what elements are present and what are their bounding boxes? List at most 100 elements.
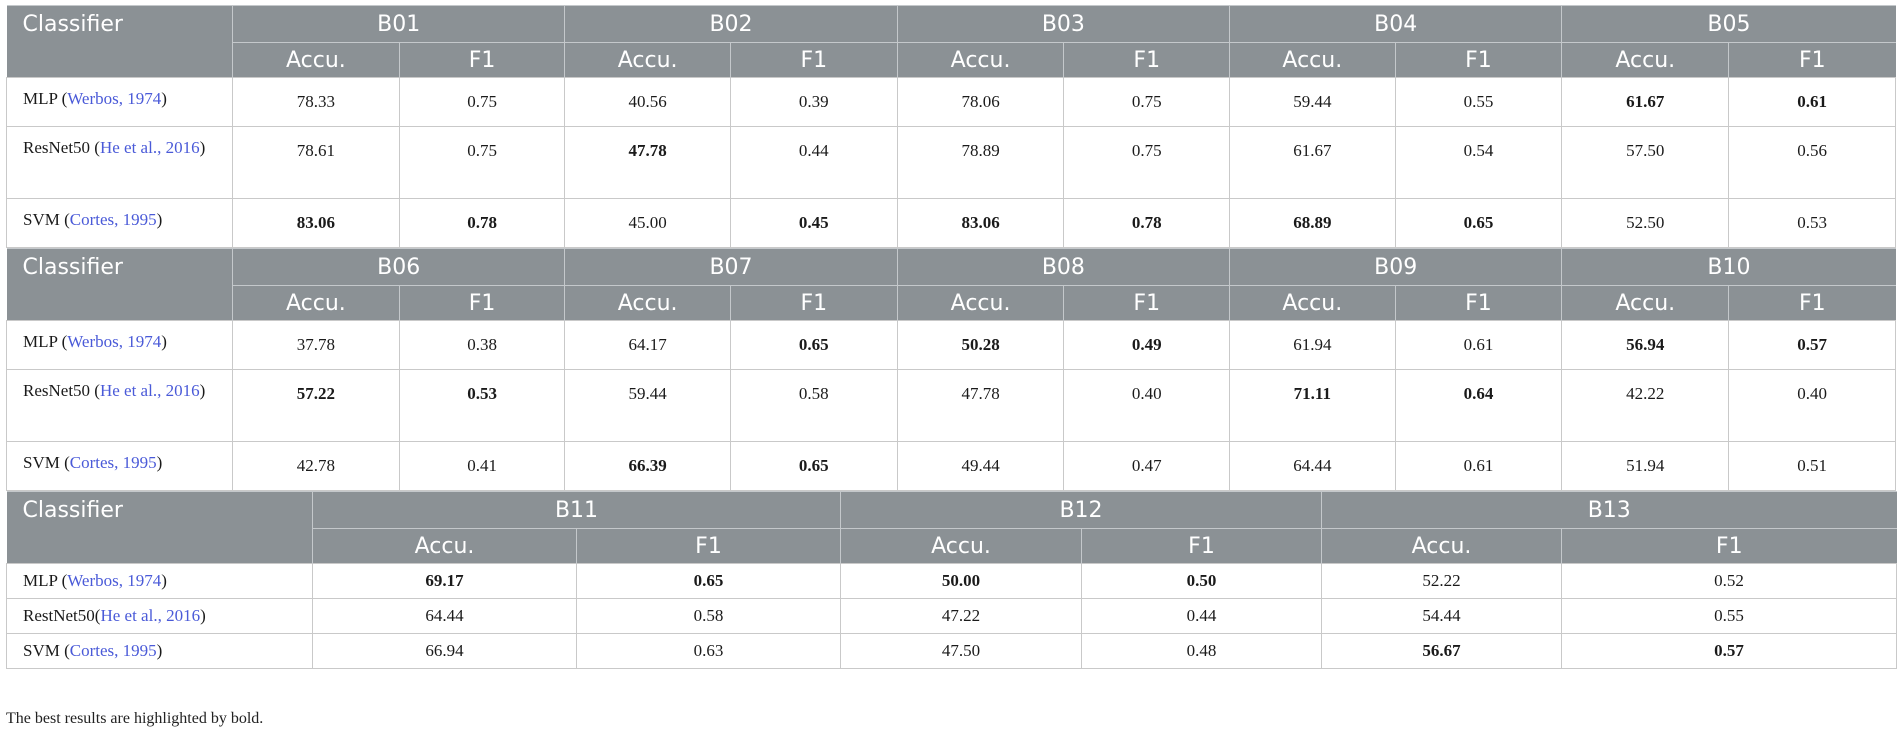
band-header: B13 — [1321, 491, 1897, 529]
citation-close-paren: ) — [156, 453, 163, 472]
citation-link[interactable]: Cortes, 1995 — [69, 640, 157, 660]
metric-header: Accu. — [840, 528, 1082, 564]
citation-link[interactable]: Cortes, 1995 — [69, 453, 157, 472]
citation-close-paren: ) — [161, 332, 167, 351]
classifier-header: Classifier — [6, 248, 233, 321]
citation-link[interactable]: Werbos, 1974 — [67, 570, 162, 590]
citation-close-paren: ) — [156, 640, 163, 660]
classifier-name: MLP — [23, 89, 62, 108]
f1-cell: 0.75 — [398, 77, 566, 127]
table-footnote: The best results are highlighted by bold… — [6, 710, 264, 727]
metric-header: F1 — [729, 285, 898, 321]
table-row: RestNet50(He et al., 2016) 64.44 0.58 47.22… — [6, 598, 1897, 634]
accuracy-cell: 56.67 — [1321, 633, 1562, 669]
metric-header: F1 — [729, 42, 898, 78]
citation-open-paren: ( — [64, 453, 70, 472]
metric-header: Accu. — [564, 285, 731, 321]
band-header: B10 — [1561, 248, 1896, 286]
metric-header: F1 — [1394, 42, 1562, 78]
metric-header: F1 — [1394, 285, 1562, 321]
citation-open-paren: ( — [61, 89, 68, 108]
accuracy-cell: 51.94 — [1561, 441, 1730, 491]
citation-open-paren: ( — [94, 381, 100, 400]
band-header: B01 — [231, 5, 565, 43]
f1-cell: 0.48 — [1081, 633, 1322, 669]
citation-close-paren: ) — [156, 210, 163, 229]
citation-link[interactable]: He et al., 2016 — [99, 381, 200, 400]
metric-header: Accu. — [1561, 42, 1729, 78]
accuracy-cell: 47.50 — [840, 633, 1082, 669]
metric-header: Accu. — [232, 42, 400, 78]
citation-link[interactable]: Werbos, 1974 — [67, 332, 162, 351]
accuracy-cell: 50.28 — [896, 320, 1065, 370]
citation-link[interactable]: He et al., 2016 — [99, 138, 200, 157]
results-table-b01-b05: Classifier B01 B02 B03 B04 B05 Accu. F1 … — [6, 5, 1896, 248]
classifier-name: ResNet50 — [23, 381, 95, 400]
citation-open-paren: ( — [61, 570, 68, 590]
f1-cell: 0.78 — [398, 198, 566, 248]
f1-cell: 0.65 — [576, 563, 841, 599]
metric-header: Accu. — [312, 528, 577, 564]
accuracy-cell: 40.56 — [564, 77, 731, 127]
metric-header: Accu. — [896, 285, 1064, 321]
results-table-b06-b10: Classifier B06 B07 B08 B09 B10 Accu. F1 … — [6, 248, 1896, 491]
band-header: B12 — [840, 491, 1322, 529]
metric-header: Accu. — [1561, 285, 1729, 321]
accuracy-cell: 54.44 — [1321, 598, 1562, 634]
accuracy-cell: 47.78 — [564, 126, 731, 199]
f1-cell: 0.45 — [729, 198, 898, 248]
band-header: B07 — [564, 248, 898, 286]
f1-cell: 0.65 — [1394, 198, 1563, 248]
f1-cell: 0.53 — [398, 369, 566, 442]
band-header: B09 — [1229, 248, 1562, 286]
classifier-name: SVM — [23, 210, 65, 229]
f1-cell: 0.54 — [1394, 126, 1563, 199]
f1-cell: 0.53 — [1728, 198, 1896, 248]
accuracy-cell: 78.06 — [896, 77, 1065, 127]
citation-link[interactable]: Cortes, 1995 — [69, 210, 157, 229]
table-row: MLP (Werbos, 1974) 69.17 0.65 50.00 0.50 52.2… — [6, 563, 1897, 599]
f1-cell: 0.64 — [1394, 369, 1563, 442]
f1-cell: 0.44 — [1081, 598, 1322, 634]
accuracy-cell: 47.78 — [896, 369, 1065, 442]
citation-link[interactable]: Werbos, 1974 — [67, 89, 162, 108]
accuracy-cell: 47.22 — [840, 598, 1082, 634]
f1-cell: 0.65 — [729, 441, 898, 491]
classifier-name: MLP — [23, 332, 62, 351]
metric-header: F1 — [1063, 42, 1230, 78]
classifier-name-cell: MLP (Werbos, 1974) — [6, 563, 313, 599]
classifier-name: SVM — [23, 453, 65, 472]
accuracy-cell: 64.44 — [1229, 441, 1396, 491]
f1-cell: 0.47 — [1063, 441, 1231, 491]
accuracy-cell: 57.50 — [1561, 126, 1730, 199]
results-table-b11-b13: Classifier B11 B12 B13 Accu. F1 Accu. F1… — [6, 491, 1897, 669]
metric-header: F1 — [1081, 528, 1322, 564]
f1-cell: 0.61 — [1394, 441, 1563, 491]
f1-cell: 0.61 — [1728, 77, 1896, 127]
f1-cell: 0.57 — [1561, 633, 1897, 669]
f1-cell: 0.51 — [1728, 441, 1896, 491]
citation-close-paren: ) — [199, 138, 206, 157]
table-row: MLP (Werbos, 1974) 78.33 0.75 40.56 0.39 78.0… — [6, 77, 1896, 127]
f1-cell: 0.63 — [576, 633, 841, 669]
metric-header: Accu. — [564, 42, 731, 78]
citation-link[interactable]: He et al., 2016 — [100, 605, 201, 625]
metric-header: Accu. — [1229, 285, 1396, 321]
metric-header: Accu. — [1321, 528, 1562, 564]
classifier-name-cell: SVM (Cortes, 1995) — [6, 441, 233, 491]
f1-cell: 0.58 — [729, 369, 898, 442]
accuracy-cell: 71.11 — [1229, 369, 1396, 442]
f1-cell: 0.39 — [729, 77, 898, 127]
f1-cell: 0.49 — [1063, 320, 1231, 370]
band-header: B06 — [231, 248, 565, 286]
classifier-name-cell: MLP (Werbos, 1974) — [6, 77, 233, 127]
accuracy-cell: 61.67 — [1561, 77, 1730, 127]
citation-open-paren: ( — [61, 332, 68, 351]
citation-close-paren: ) — [199, 381, 206, 400]
accuracy-cell: 78.61 — [232, 126, 400, 199]
accuracy-cell: 69.17 — [312, 563, 577, 599]
metric-header: Accu. — [896, 42, 1064, 78]
table-row: SVM (Cortes, 1995) 42.78 0.41 66.39 0.65 49.4… — [6, 441, 1896, 491]
accuracy-cell: 78.33 — [232, 77, 400, 127]
f1-cell: 0.75 — [1063, 77, 1231, 127]
